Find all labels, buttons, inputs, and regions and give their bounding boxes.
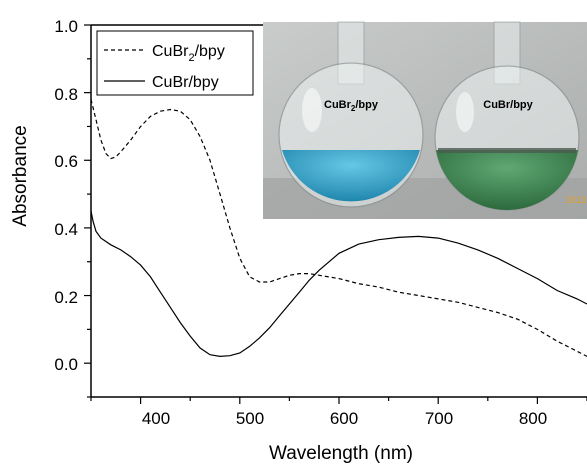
flask-right-liquid bbox=[436, 150, 578, 211]
inset-photo: CuBr2/bpy CuBr/bpy 2013 bbox=[263, 21, 587, 219]
legend-entry-cubr-bpy: CuBr/bpy bbox=[152, 74, 219, 91]
x-tick-label: 400 bbox=[142, 409, 170, 428]
x-tick-label: 500 bbox=[236, 409, 264, 428]
flask-left: CuBr2/bpy bbox=[278, 21, 424, 208]
y-tick-labels: 0.0 0.2 0.4 0.6 0.8 1.0 bbox=[54, 17, 78, 374]
y-tick-label: 0.6 bbox=[54, 152, 78, 171]
series-layer bbox=[91, 99, 587, 358]
legend-box bbox=[96, 30, 254, 96]
legend-text-subscript: 2 bbox=[188, 52, 194, 64]
series-line-cubr-bpy bbox=[91, 210, 587, 358]
legend-text-tail: /bpy bbox=[195, 43, 225, 60]
flask-left-label: CuBr2/bpy bbox=[324, 99, 379, 113]
series-line-cubr2-bpy bbox=[91, 99, 587, 357]
flask-left-liquid bbox=[282, 150, 420, 202]
flask-left-highlight bbox=[302, 88, 322, 132]
x-tick-label: 700 bbox=[425, 409, 453, 428]
x-tick-label: 600 bbox=[330, 409, 358, 428]
x-axis-title: Wavelength (nm) bbox=[269, 443, 413, 464]
legend-text-main: CuBr bbox=[152, 43, 189, 60]
y-tick-label: 1.0 bbox=[54, 17, 78, 36]
x-tick-label: 800 bbox=[519, 409, 547, 428]
flask-left-label-tail: /bpy bbox=[355, 99, 378, 111]
flask-left-label-main: CuBr bbox=[324, 99, 352, 111]
y-axis-title: Absorbance bbox=[10, 125, 31, 226]
x-tick-labels: 400 500 600 700 800 bbox=[142, 409, 547, 428]
flask-right: CuBr/bpy bbox=[434, 21, 580, 211]
legend: CuBr2/bpy CuBr/bpy bbox=[96, 30, 254, 96]
flask-right-surface-film bbox=[438, 148, 576, 153]
flask-left-label-subscript: 2 bbox=[351, 104, 356, 113]
y-tick-label: 0.2 bbox=[54, 288, 78, 307]
legend-entry-cubr2-bpy: CuBr2/bpy bbox=[152, 43, 225, 64]
y-tick-label: 0.0 bbox=[54, 355, 78, 374]
y-tick-label: 0.4 bbox=[54, 220, 78, 239]
y-tick-label: 0.8 bbox=[54, 85, 78, 104]
flask-right-highlight bbox=[456, 92, 474, 132]
flask-right-label: CuBr/bpy bbox=[483, 99, 533, 111]
ticks-layer bbox=[84, 24, 587, 404]
photo-date-stamp: 2013 bbox=[566, 195, 586, 205]
